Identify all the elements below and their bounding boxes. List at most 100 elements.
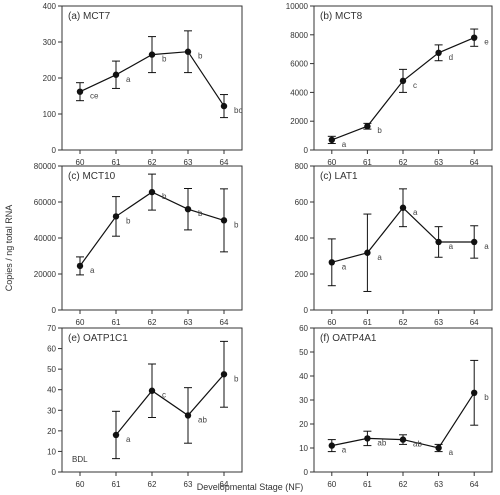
panel-4-xtick-label-0: 60 <box>327 318 336 327</box>
panel-1-ytick-label-0: 0 <box>52 146 57 155</box>
panel-6-xtick-label-0: 60 <box>327 480 336 489</box>
panel-3-sig-letter-1: b <box>126 216 131 225</box>
panel-6-point-4 <box>471 389 478 396</box>
panel-1-ytick-label-2: 200 <box>43 74 57 83</box>
panel-2-point-0 <box>328 136 335 144</box>
panel-6-xtick-label-1: 61 <box>363 480 372 489</box>
panel-5-xtick-label-4: 64 <box>220 480 229 489</box>
panel-6-frame <box>313 327 493 473</box>
panel-6-ytick-label-3: 30 <box>299 396 308 405</box>
panel-1-title: (a) MCT7 <box>68 11 111 22</box>
panel-5-sig-letter-1: a <box>126 435 131 444</box>
panel-3-point-2 <box>148 188 156 196</box>
panel-3-sig-letter-0: a <box>90 266 95 275</box>
panel-6-ytick-label-4: 40 <box>299 372 308 381</box>
panel-6-ytick-label-2: 20 <box>299 420 308 429</box>
panel-5-ytick-label-5: 50 <box>47 365 56 374</box>
panel-1-point-3 <box>184 48 192 55</box>
panel-5-ytick-label-0: 0 <box>52 468 57 477</box>
panel-4-xtick-label-1: 61 <box>363 318 372 327</box>
panel-3-sig-letter-2: b <box>162 192 167 201</box>
panel-5-note: BDL <box>72 455 88 464</box>
panel-2-xtick-label-0: 60 <box>327 158 336 167</box>
panel-2-ytick-label-4: 8000 <box>290 31 308 40</box>
panel-1-sig-letter-0: ce <box>90 92 99 101</box>
panel-5-ytick-label-7: 70 <box>47 324 56 333</box>
panel-1-sig-letter-4: bc <box>234 106 242 115</box>
panel-6-ytick-label-1: 10 <box>299 444 308 453</box>
panel-2-sig-letter-1: b <box>377 126 382 135</box>
panel-4-xtick-label-2: 62 <box>399 318 408 327</box>
panel-6-xtick-label-2: 62 <box>399 480 408 489</box>
panel-5-xtick-label-1: 61 <box>112 480 121 489</box>
panel-5-xtick-label-0: 60 <box>76 480 85 489</box>
panel-6-sig-letter-3: a <box>449 448 454 457</box>
panel-5-ytick-label-6: 60 <box>47 345 56 354</box>
panel-1-sig-letter-3: b <box>198 52 203 61</box>
panel-2-xtick-label-4: 64 <box>470 158 479 167</box>
panel-1-point-2 <box>148 51 156 58</box>
panel-2-point-4 <box>471 34 478 41</box>
panel-4-sig-letter-0: a <box>342 262 347 271</box>
panel-2-point-1 <box>364 123 371 130</box>
panel-1-xtick-label-0: 60 <box>76 158 85 167</box>
panel-5-ytick-label-2: 20 <box>47 427 56 436</box>
panel-3-sig-letter-3: b <box>198 209 203 218</box>
panel-5-ytick-label-4: 40 <box>47 386 56 395</box>
panel-3-point-3 <box>184 206 192 213</box>
panel-2-ytick-label-1: 2000 <box>290 117 308 126</box>
panel-5-xtick-label-2: 62 <box>148 480 157 489</box>
panel-4-point-2 <box>399 204 407 211</box>
panel-4-ytick-label-4: 800 <box>295 162 309 171</box>
panel-4-xtick-label-3: 63 <box>434 318 443 327</box>
panel-1-sig-letter-2: b <box>162 55 167 64</box>
panel-3-point-0 <box>76 262 84 270</box>
panel-4-ytick-label-1: 200 <box>295 270 309 279</box>
panel-3-ytick-label-0: 0 <box>52 306 57 315</box>
panel-1-ytick-label-1: 100 <box>43 110 57 119</box>
panel-5-series-line <box>115 373 225 436</box>
panel-3-sig-letter-4: b <box>234 220 239 229</box>
panel-2-xtick-label-2: 62 <box>399 158 408 167</box>
panel-4-ytick-label-0: 0 <box>304 306 309 315</box>
panel-6-xtick-label-3: 63 <box>434 480 443 489</box>
panel-6-sig-letter-0: a <box>342 446 347 455</box>
panel-4-point-4 <box>471 238 478 246</box>
panel-3-ytick-label-3: 60000 <box>34 198 57 207</box>
panel-3-xtick-label-2: 62 <box>148 318 157 327</box>
panel-1-sig-letter-1: a <box>126 75 131 84</box>
panel-5-ytick-label-3: 30 <box>47 406 56 415</box>
panel-1-ytick-label-4: 400 <box>43 2 57 11</box>
panel-1-point-1 <box>112 71 120 78</box>
panel-1-xtick-label-4: 64 <box>220 158 229 167</box>
panel-1-frame <box>61 5 243 151</box>
panel-1-xtick-label-2: 62 <box>148 158 157 167</box>
panel-4-point-3 <box>435 238 442 246</box>
panel-6-sig-letter-1: ab <box>377 438 386 447</box>
panel-6-xtick-label-4: 64 <box>470 480 479 489</box>
panel-2-point-2 <box>399 77 407 85</box>
panel-5-sig-letter-4: b <box>234 374 239 383</box>
panel-3-ytick-label-2: 40000 <box>34 234 57 243</box>
panel-4-point-1 <box>364 249 371 256</box>
panel-5-sig-letter-2: c <box>162 391 166 400</box>
panel-1-xtick-label-1: 61 <box>112 158 121 167</box>
panel-5-point-3 <box>184 412 192 419</box>
panel-3-xtick-label-0: 60 <box>76 318 85 327</box>
panel-5-point-1 <box>112 431 120 439</box>
panel-6-title: (f) OATP4A1 <box>320 333 377 344</box>
panel-4-sig-letter-4: a <box>484 242 489 251</box>
panel-3-ytick-label-4: 80000 <box>34 162 57 171</box>
panel-5-title: (e) OATP1C1 <box>68 333 128 344</box>
panel-2-ytick-label-5: 10000 <box>286 2 309 11</box>
panel-4-xtick-label-4: 64 <box>470 318 479 327</box>
panel-1-point-4 <box>220 102 228 110</box>
panel-5-sig-letter-3: ab <box>198 415 207 424</box>
panel-5-xtick-label-3: 63 <box>184 480 193 489</box>
panel-1-point-0 <box>76 88 84 95</box>
panel-2-title: (b) MCT8 <box>320 11 363 22</box>
panel-3-ytick-label-1: 20000 <box>34 270 57 279</box>
panel-4-sig-letter-1: a <box>377 253 382 262</box>
panel-6-point-2 <box>399 436 407 443</box>
